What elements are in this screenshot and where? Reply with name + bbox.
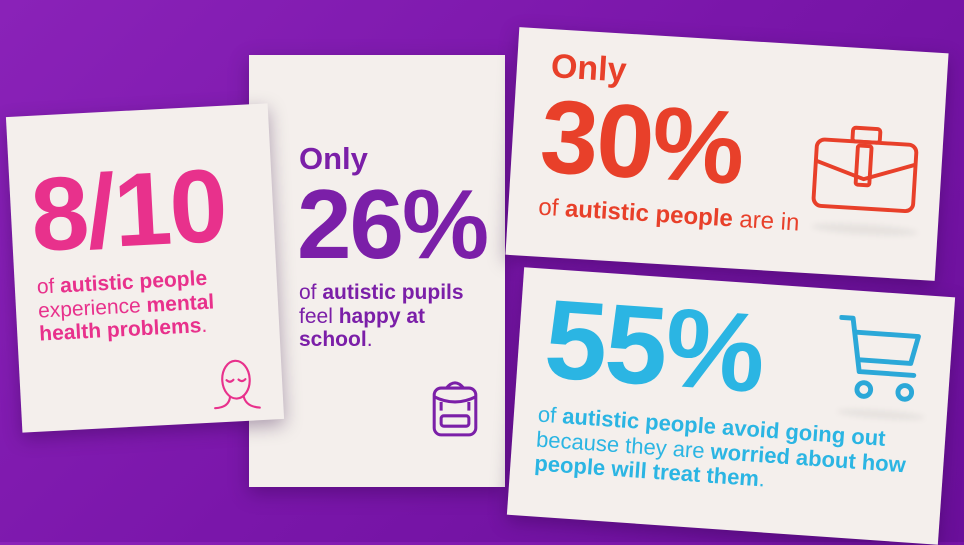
- briefcase-icon: [811, 125, 919, 214]
- only-label: Only: [299, 141, 368, 176]
- stat-card-mental-health: 8/10 of autistic people experience menta…: [5, 103, 285, 433]
- stat-description: of autistic pupils feel happy at school.: [299, 281, 464, 352]
- shopping-cart-icon: [838, 314, 921, 402]
- icon-shadow: [836, 407, 925, 422]
- stat-card-happy-at-school: Only 26% of autistic pupils feel happy a…: [249, 55, 505, 487]
- face-icon: [214, 359, 261, 410]
- stat-value: 30%: [537, 78, 747, 207]
- backpack-icon: [432, 381, 478, 437]
- stat-value: 26%: [297, 169, 489, 279]
- stat-value: 55%: [540, 276, 768, 416]
- stat-card-avoid-going-out: 55% of autistic people avoid going out b…: [506, 267, 956, 545]
- stat-description: of autistic people experience mental hea…: [36, 266, 215, 346]
- stat-card-employment: Only 30% of autistic people are in: [505, 27, 949, 281]
- stat-value: 8/10: [28, 147, 229, 274]
